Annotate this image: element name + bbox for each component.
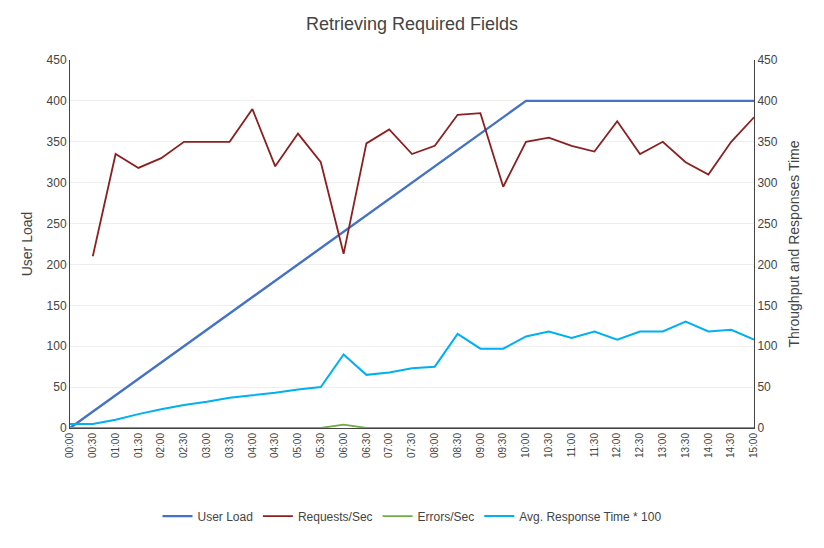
svg-text:350: 350	[757, 135, 777, 149]
svg-text:14:30: 14:30	[725, 433, 736, 458]
svg-text:04:00: 04:00	[247, 433, 258, 458]
svg-text:100: 100	[757, 339, 777, 353]
svg-text:12:00: 12:00	[611, 433, 622, 458]
svg-text:150: 150	[757, 299, 777, 313]
svg-text:0: 0	[60, 421, 67, 435]
svg-text:06:00: 06:00	[338, 433, 349, 458]
svg-text:Avg. Response Time * 100: Avg. Response Time * 100	[519, 510, 661, 524]
svg-text:200: 200	[757, 258, 777, 272]
svg-text:350: 350	[47, 135, 67, 149]
svg-text:300: 300	[757, 176, 777, 190]
svg-text:08:00: 08:00	[429, 433, 440, 458]
svg-text:300: 300	[47, 176, 67, 190]
svg-text:13:00: 13:00	[657, 433, 668, 458]
svg-text:10:30: 10:30	[543, 433, 554, 458]
svg-text:11:30: 11:30	[589, 433, 600, 458]
svg-text:400: 400	[757, 94, 777, 108]
svg-text:12:30: 12:30	[634, 433, 645, 458]
svg-text:450: 450	[47, 53, 67, 67]
svg-text:05:30: 05:30	[315, 433, 326, 458]
svg-text:250: 250	[757, 217, 777, 231]
svg-text:08:30: 08:30	[452, 433, 463, 458]
svg-text:Requests/Sec: Requests/Sec	[298, 510, 373, 524]
svg-text:01:00: 01:00	[110, 433, 121, 458]
svg-text:04:30: 04:30	[269, 433, 280, 458]
svg-text:02:30: 02:30	[178, 433, 189, 458]
svg-text:02:00: 02:00	[155, 433, 166, 458]
svg-text:09:00: 09:00	[475, 433, 486, 458]
svg-text:150: 150	[47, 299, 67, 313]
svg-text:05:00: 05:00	[292, 433, 303, 458]
svg-text:03:30: 03:30	[224, 433, 235, 458]
svg-text:00:00: 00:00	[64, 433, 75, 458]
svg-text:14:00: 14:00	[703, 433, 714, 458]
svg-text:01:30: 01:30	[133, 433, 144, 458]
svg-text:50: 50	[53, 380, 67, 394]
svg-text:10:00: 10:00	[520, 433, 531, 458]
svg-text:07:30: 07:30	[406, 433, 417, 458]
svg-text:Retrieving Required Fields: Retrieving Required Fields	[306, 14, 518, 34]
svg-text:07:00: 07:00	[383, 433, 394, 458]
svg-text:User Load: User Load	[19, 212, 35, 277]
svg-text:15:00: 15:00	[748, 433, 759, 458]
svg-text:100: 100	[47, 339, 67, 353]
svg-text:450: 450	[757, 53, 777, 67]
svg-text:06:30: 06:30	[361, 433, 372, 458]
svg-text:13:30: 13:30	[680, 433, 691, 458]
svg-text:00:30: 00:30	[87, 433, 98, 458]
svg-text:User Load: User Load	[198, 510, 253, 524]
svg-text:Errors/Sec: Errors/Sec	[418, 510, 475, 524]
svg-text:50: 50	[757, 380, 771, 394]
svg-text:200: 200	[47, 258, 67, 272]
svg-text:400: 400	[47, 94, 67, 108]
svg-text:0: 0	[757, 421, 764, 435]
svg-text:Throughput and Responses Time: Throughput and Responses Time	[786, 140, 802, 347]
svg-text:03:00: 03:00	[201, 433, 212, 458]
svg-text:09:30: 09:30	[497, 433, 508, 458]
svg-text:250: 250	[47, 217, 67, 231]
svg-text:11:00: 11:00	[566, 433, 577, 458]
